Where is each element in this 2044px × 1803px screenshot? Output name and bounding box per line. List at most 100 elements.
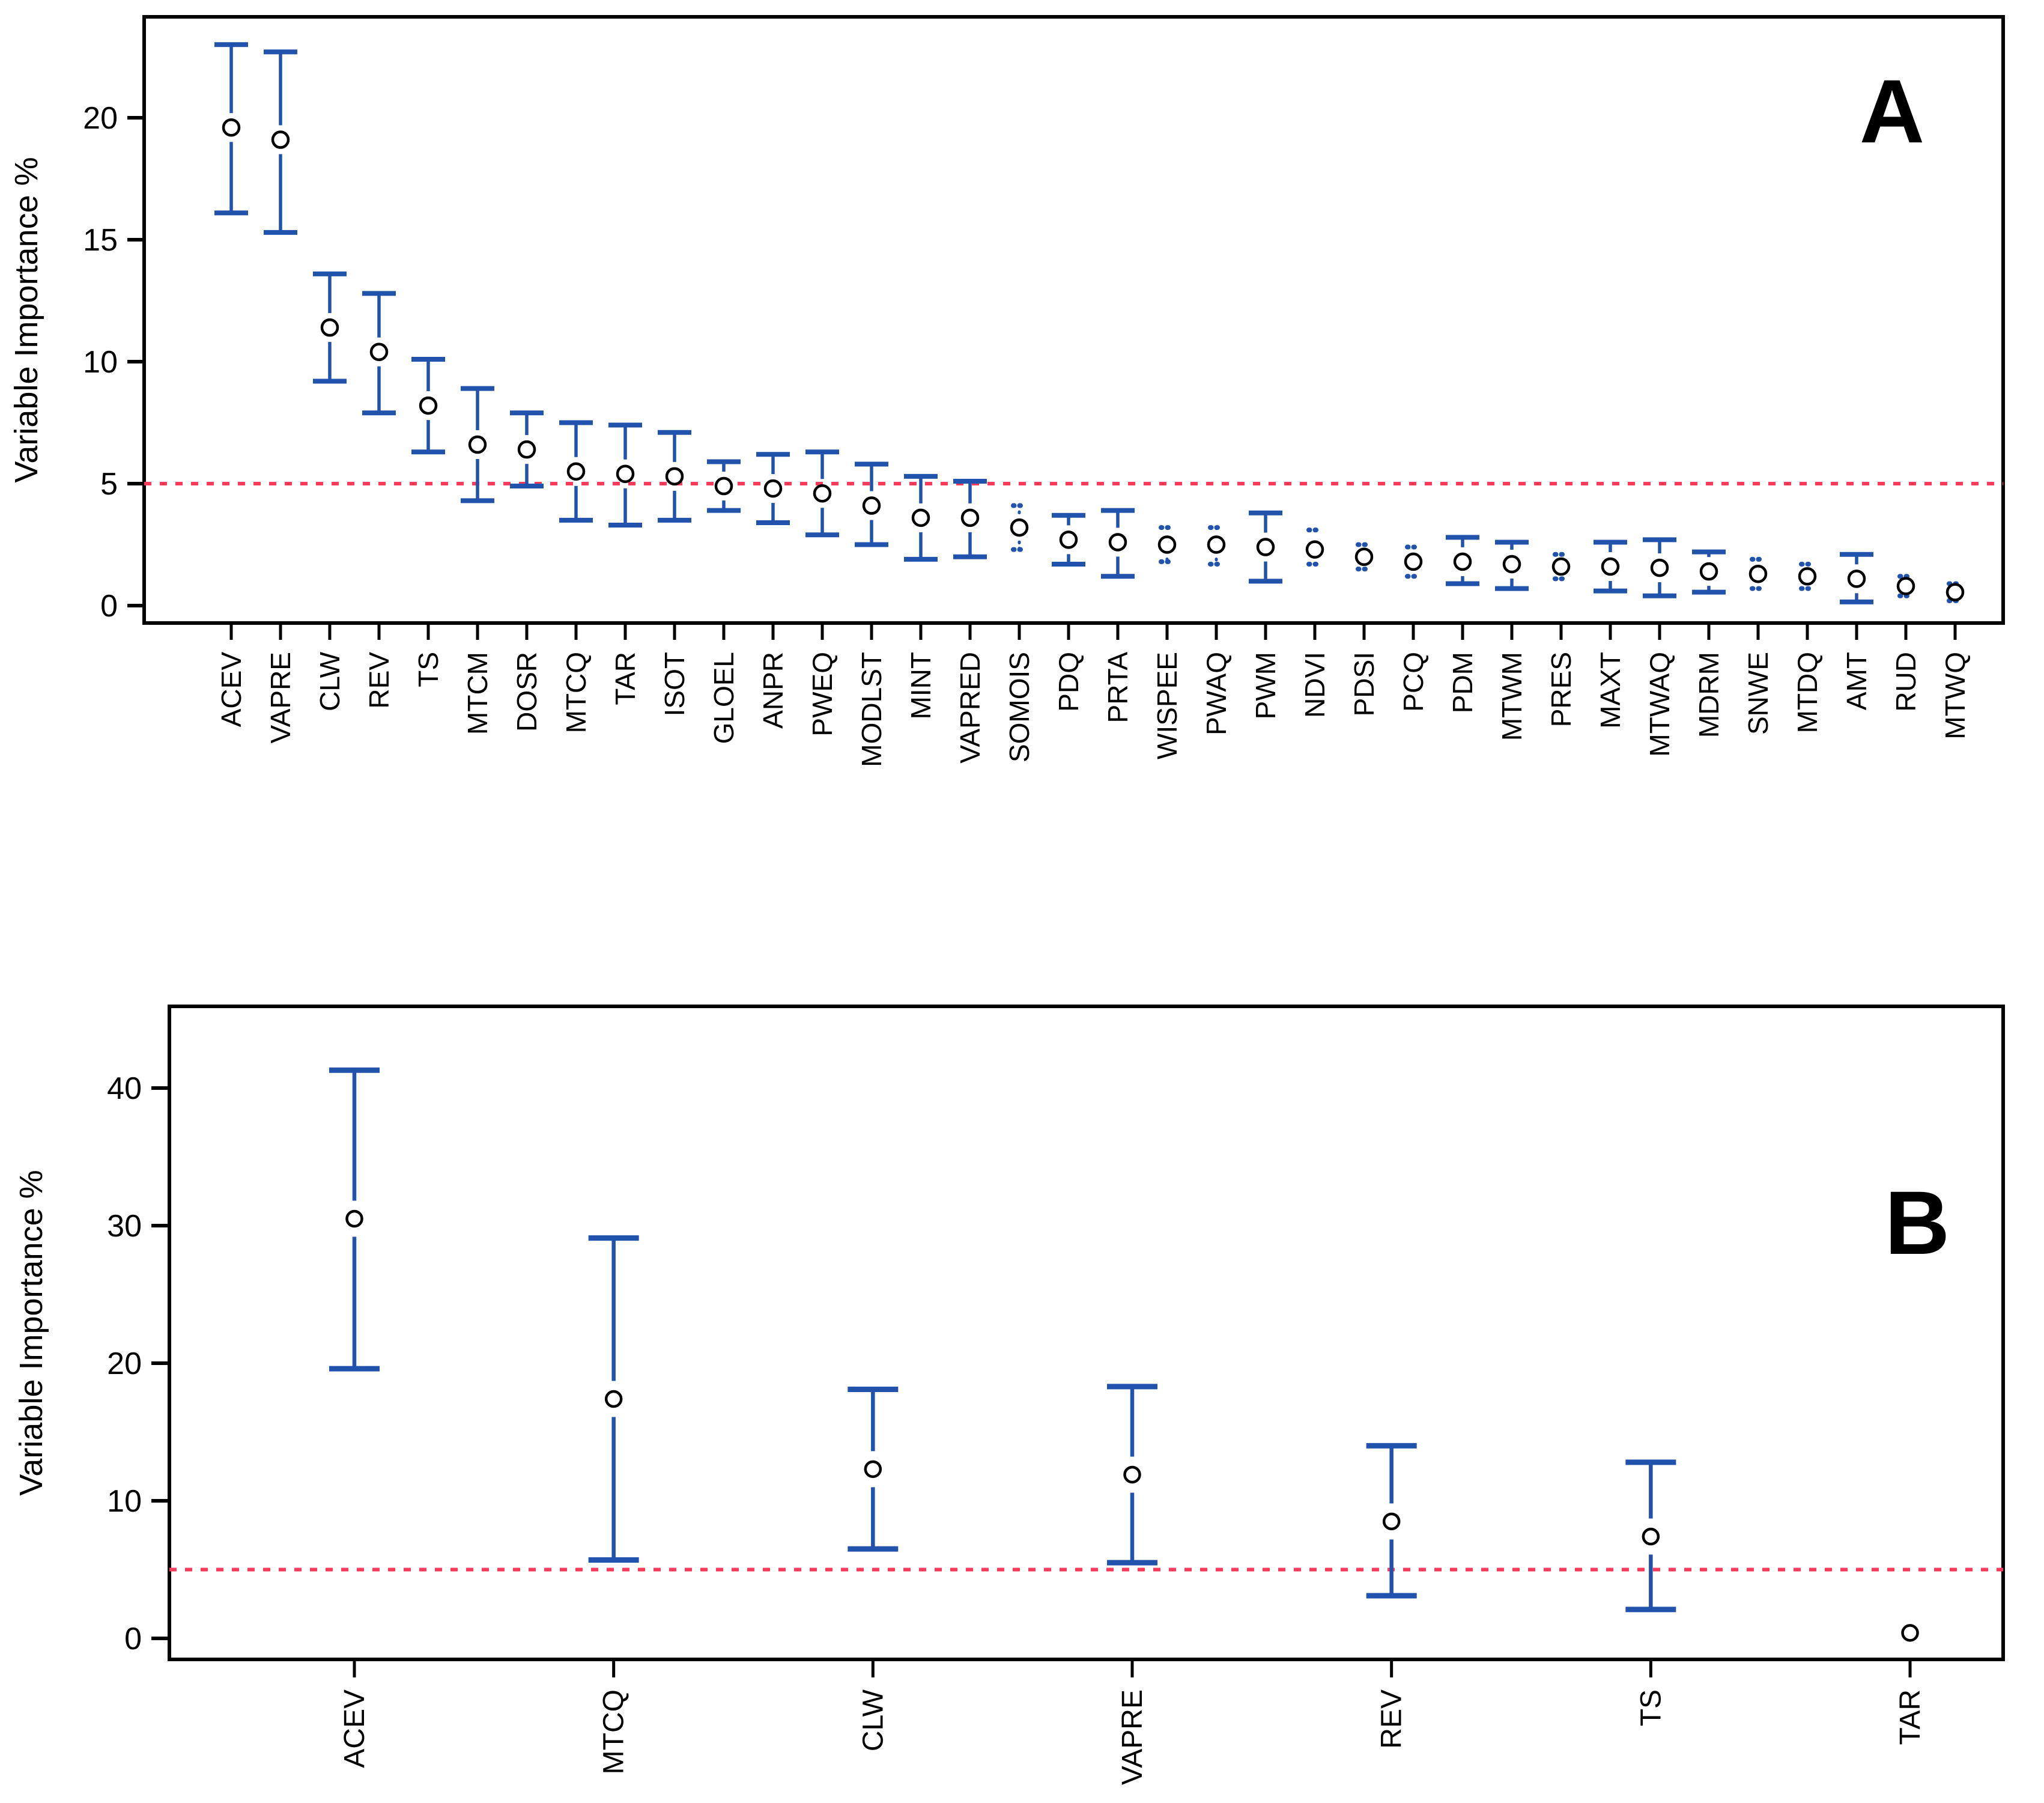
panel-a-x-tick-label: PDM: [1447, 652, 1478, 713]
panel-b-x-tick-label: MTCQ: [598, 1689, 630, 1774]
data-point-ndvi: [1305, 540, 1324, 559]
panel-a-x-tick-label: PWAQ: [1201, 652, 1232, 735]
panel-a-x-tick-label: MAXT: [1595, 652, 1626, 729]
panel-a-x-tick-label: ANPR: [757, 652, 789, 729]
data-point-acev: [222, 118, 241, 137]
panel-a-x-tick-label: GLOEL: [708, 652, 739, 744]
panel-a-x-tick-label: SOMOIS: [1004, 652, 1035, 762]
data-point-pdsi: [1354, 547, 1374, 567]
data-point-rev: [369, 342, 389, 362]
panel-a-x-tick-label: MTWM: [1496, 652, 1527, 741]
data-point-mtdq: [1798, 567, 1817, 586]
panel-a-x-tick-label: PDSI: [1348, 652, 1380, 716]
panel-a-y-tick-label: 5: [100, 467, 118, 502]
panel-a-y-axis-title: Variable Importance %: [8, 157, 44, 482]
panel-a-x-tick-label: PDQ: [1053, 652, 1084, 712]
data-point-vapre: [271, 130, 290, 149]
data-point-acev: [345, 1209, 363, 1228]
panel-a-x-tick-label: MTWAQ: [1644, 652, 1675, 757]
data-point-vapre: [1123, 1465, 1141, 1484]
data-point-ts: [1642, 1527, 1660, 1546]
data-point-amt: [1847, 570, 1866, 588]
panel-a-y-tick-label: 0: [100, 589, 118, 624]
panel-b-y-tick-label: 30: [107, 1209, 142, 1244]
panel-b-y-tick-label: 20: [107, 1346, 142, 1381]
panel-a-x-tick-label: VAPRE: [265, 652, 296, 744]
panel-b-x-tick-label: VAPRE: [1117, 1689, 1148, 1785]
data-point-pcq: [1404, 552, 1423, 571]
panel-a-x-tick-label: CLW: [314, 651, 345, 711]
data-point-pres: [1551, 557, 1571, 576]
data-point-pweq: [813, 484, 832, 503]
data-point-pwm: [1256, 538, 1275, 556]
panel-a-x-tick-label: PWEQ: [807, 652, 838, 737]
panel-b-x-tick-label: ACEV: [339, 1689, 371, 1768]
panel-a-x-tick-label: PCQ: [1398, 652, 1429, 712]
data-point-wispee: [1157, 535, 1177, 554]
panel-a-x-tick-label: MINT: [905, 652, 936, 719]
data-point-rud: [1896, 577, 1915, 595]
data-point-pwaq: [1207, 535, 1226, 554]
panel-a-x-tick-label: MDRM: [1693, 652, 1724, 738]
panel-b-y-tick-label: 40: [107, 1071, 142, 1106]
panel-a-x-tick-label: MTWQ: [1939, 652, 1971, 740]
panel-a-x-tick-label: DOSR: [511, 652, 542, 732]
data-point-ts: [419, 396, 438, 415]
panel-b-y-axis-title: Variable Importance %: [13, 1170, 49, 1495]
data-point-clw: [864, 1460, 882, 1479]
panel-b-x-tick-label: TAR: [1894, 1689, 1926, 1745]
panel-a-x-tick-label: MTCM: [462, 652, 493, 735]
panel-a-y-tick-label: 15: [83, 223, 118, 258]
data-point-tar: [616, 464, 635, 484]
panel-a-x-tick-label: ISOT: [659, 652, 690, 716]
panel-a-x-tick-label: TS: [413, 652, 444, 687]
data-point-anpr: [763, 479, 783, 498]
data-point-snwe: [1748, 564, 1768, 583]
panel-a-x-tick-label: PRTA: [1102, 652, 1133, 723]
data-point-mtcq: [566, 462, 586, 481]
panel-a-frame: [142, 15, 2005, 625]
data-point-mdrm: [1699, 562, 1718, 581]
data-point-prta: [1108, 533, 1127, 552]
panel-a-x-tick-label: MTCQ: [560, 652, 592, 733]
panel-b-frame: [168, 1005, 2005, 1661]
panel-b-x-tick-label: TS: [1635, 1689, 1667, 1726]
data-point-mtwaq: [1650, 558, 1669, 577]
data-point-mint: [911, 508, 930, 528]
panel-a-x-tick-label: SNWE: [1742, 652, 1774, 735]
data-point-tar: [1901, 1624, 1919, 1642]
panel-a-x-tick-label: PRES: [1545, 652, 1577, 727]
data-point-gloel: [714, 476, 733, 496]
panel-a-y-tick-label: 20: [83, 101, 118, 136]
data-point-modlst: [862, 496, 881, 515]
panel-a-x-tick-label: ACEV: [216, 652, 247, 728]
data-point-isot: [665, 467, 684, 486]
data-point-pdq: [1059, 531, 1078, 549]
data-point-dosr: [517, 440, 536, 459]
data-point-mtwq: [1945, 583, 1965, 601]
data-point-mtwm: [1502, 555, 1521, 574]
data-point-vapred: [960, 508, 980, 528]
panel-b-x-tick-label: REV: [1376, 1689, 1408, 1749]
panel-a-x-tick-label: AMT: [1841, 652, 1872, 710]
data-point-rev: [1382, 1512, 1401, 1531]
data-point-pdm: [1453, 552, 1472, 571]
panel-a-y-tick-label: 10: [83, 345, 118, 380]
panel-b-y-tick-label: 10: [107, 1484, 142, 1519]
panel-a-x-tick-label: MODLST: [856, 652, 887, 767]
data-point-somois: [1010, 518, 1029, 537]
data-point-mtcm: [468, 435, 487, 454]
panel-a-x-tick-label: RUD: [1890, 652, 1921, 712]
panel-a-x-tick-label: PWM: [1250, 652, 1281, 719]
panel-a-x-tick-label: VAPRED: [954, 652, 986, 764]
panel-b-x-tick-label: CLW: [857, 1689, 889, 1751]
panel-a-x-tick-label: NDVI: [1299, 652, 1330, 718]
data-point-clw: [320, 318, 339, 337]
data-point-mtcq: [604, 1390, 623, 1408]
panel-letter-b: B: [1885, 1172, 1950, 1273]
data-point-maxt: [1601, 557, 1620, 576]
panel-a-x-tick-label: WISPEE: [1151, 652, 1183, 759]
panel-letter-a: A: [1860, 61, 1924, 162]
